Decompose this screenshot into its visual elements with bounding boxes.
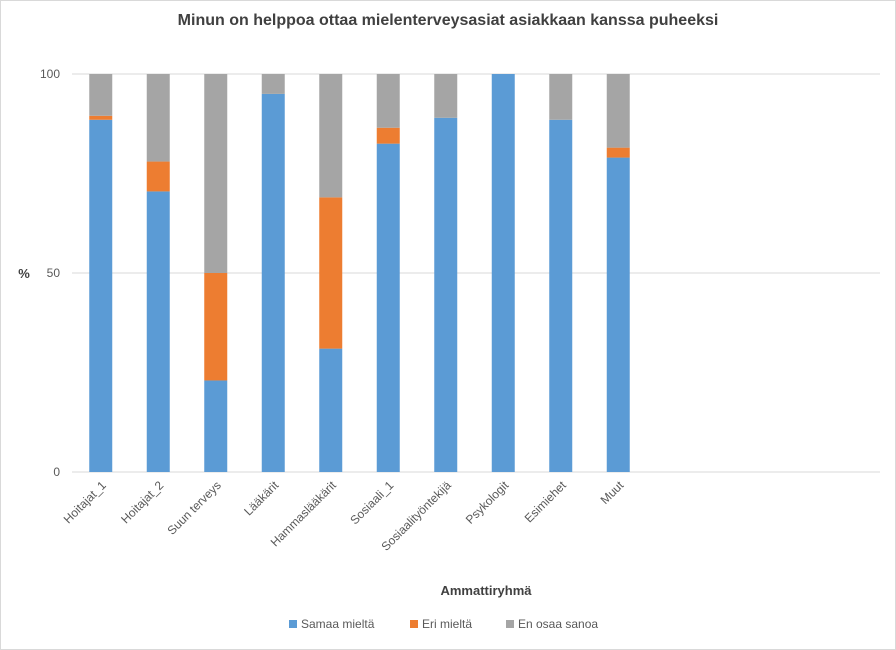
x-tick-label-9: Esimiehet xyxy=(522,478,570,526)
legend-swatch-1 xyxy=(289,620,297,628)
legend-label-3: En osaa sanoa xyxy=(518,617,598,631)
bar-3-10 xyxy=(606,74,630,148)
bar-1-2 xyxy=(146,191,170,472)
bar-3-5 xyxy=(319,74,343,198)
x-tick-label-1: Hoitajat_1 xyxy=(61,478,109,526)
x-tick-label-2: Hoitajat_2 xyxy=(118,478,166,526)
x-tick-label-8: Psykologit xyxy=(463,478,512,527)
bar-1-10 xyxy=(606,157,630,472)
bar-1-4 xyxy=(261,93,285,473)
bar-3-2 xyxy=(146,74,170,162)
x-tick-label-10: Muut xyxy=(598,478,627,507)
bar-1-1 xyxy=(89,119,113,473)
bar-1-8 xyxy=(491,74,515,472)
bar-3-3 xyxy=(204,74,228,273)
bar-1-6 xyxy=(376,143,400,472)
legend-swatch-3 xyxy=(506,620,514,628)
bar-1-7 xyxy=(434,117,458,472)
bar-2-2 xyxy=(146,161,170,192)
bar-2-10 xyxy=(606,147,630,158)
legend-swatch-2 xyxy=(410,620,418,628)
x-tick-label-6: Sosiaali_1 xyxy=(347,478,396,527)
y-axis-title: % xyxy=(18,266,30,281)
x-tick-label-3: Suun terveys xyxy=(164,478,223,537)
bar-1-5 xyxy=(319,348,343,472)
bar-3-4 xyxy=(261,74,285,94)
y-tick-label-50: 50 xyxy=(47,266,61,280)
bar-3-9 xyxy=(549,74,573,120)
bar-3-6 xyxy=(376,74,400,128)
legend-label-2: Eri mieltä xyxy=(422,617,472,631)
bar-3-1 xyxy=(89,74,113,116)
x-axis-title: Ammattiryhmä xyxy=(440,583,532,598)
bar-1-3 xyxy=(204,380,228,472)
bar-2-1 xyxy=(89,115,113,120)
y-tick-label-100: 100 xyxy=(40,67,60,81)
bar-1-9 xyxy=(549,119,573,473)
bar-3-7 xyxy=(434,74,458,118)
chart-title: Minun on helppoa ottaa mielenterveysasia… xyxy=(177,12,719,29)
bar-2-3 xyxy=(204,273,228,381)
y-tick-label-0: 0 xyxy=(53,465,60,479)
bar-2-5 xyxy=(319,197,343,349)
x-tick-label-4: Lääkärit xyxy=(241,478,282,519)
bar-2-6 xyxy=(376,127,400,144)
legend-label-1: Samaa mieltä xyxy=(301,617,375,631)
